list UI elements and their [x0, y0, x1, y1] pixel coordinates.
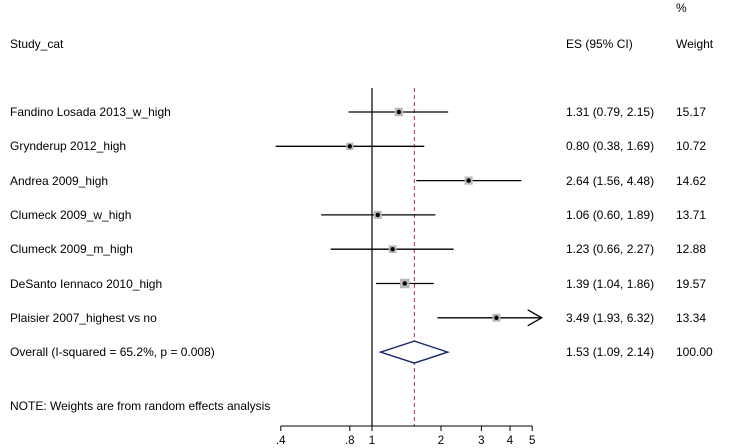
x-tick-label: 2	[438, 435, 444, 447]
overall-diamond	[378, 340, 450, 364]
study-es-ci: 0.80 (0.38, 1.69)	[566, 139, 655, 154]
x-tick-label: 1	[369, 435, 375, 447]
study-weight: 15.17	[676, 105, 707, 119]
x-tick-label: 3	[478, 435, 484, 447]
weight-column-header: Weight	[676, 37, 714, 51]
study-es-ci: 3.49 (1.93, 6.32)	[566, 310, 655, 325]
study-label: DeSanto Iennaco 2010_high	[10, 276, 163, 291]
x-tick-label: .4	[276, 435, 286, 447]
footnote: NOTE: Weights are from random effects an…	[10, 399, 271, 413]
x-tick-label: .8	[345, 435, 355, 447]
study-weight: 14.62	[676, 173, 707, 188]
point-estimate	[390, 247, 395, 252]
study-es-ci: 1.31 (0.79, 2.15)	[566, 105, 655, 119]
point-estimate	[494, 315, 499, 320]
x-tick-label: 4	[507, 435, 514, 447]
study-weight: 13.71	[676, 207, 707, 222]
study-es-ci: 1.06 (0.60, 1.89)	[566, 207, 655, 222]
study-label: Clumeck 2009_m_high	[10, 242, 133, 257]
study-column-header: Study_cat	[10, 37, 64, 51]
es-column-header: ES (95% CI)	[566, 37, 633, 51]
study-weight: 19.57	[676, 276, 707, 291]
ci-arrow	[527, 309, 544, 327]
point-estimate	[466, 178, 471, 183]
study-weight: 13.34	[676, 310, 707, 325]
study-es-ci: 1.39 (1.04, 1.86)	[566, 276, 655, 291]
study-label: Plaisier 2007_highest vs no	[10, 310, 157, 325]
weight-header-percent: %	[676, 1, 687, 15]
study-es-ci: 2.64 (1.56, 4.48)	[566, 173, 655, 188]
study-label: Grynderup 2012_high	[10, 139, 127, 154]
point-estimate	[375, 212, 381, 218]
study-label: Andrea 2009_high	[10, 173, 109, 188]
overall-es-ci: 1.53 (1.09, 2.14)	[566, 345, 655, 360]
point-estimate	[347, 144, 352, 149]
point-estimate	[402, 281, 407, 286]
study-weight: 12.88	[676, 242, 707, 257]
x-tick-label: 5	[529, 435, 535, 447]
point-estimate	[396, 109, 402, 115]
study-label: Clumeck 2009_w_high	[10, 207, 132, 222]
study-es-ci: 1.23 (0.66, 2.27)	[566, 242, 655, 257]
study-weight: 10.72	[676, 139, 707, 154]
overall-label: Overall (I-squared = 65.2%, p = 0.008)	[10, 345, 215, 360]
overall-weight: 100.00	[676, 345, 713, 360]
study-label: Fandino Losada 2013_w_high	[10, 105, 171, 119]
